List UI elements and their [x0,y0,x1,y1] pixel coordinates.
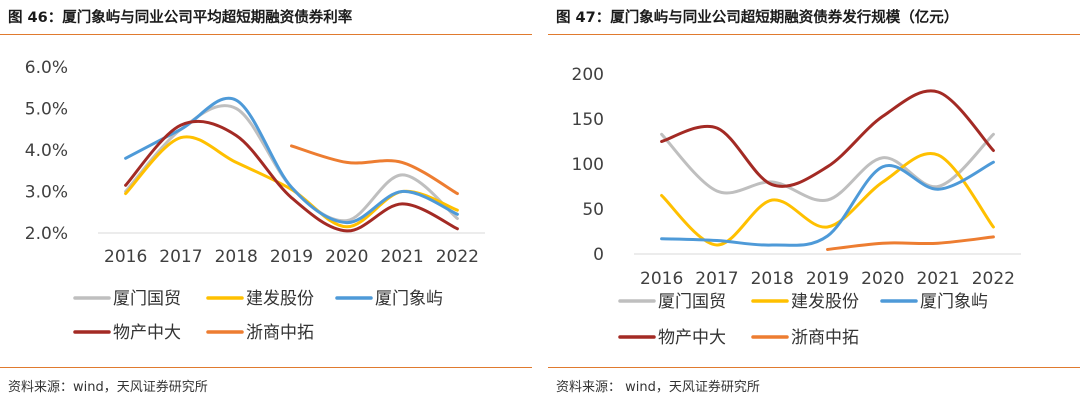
legend-label: 建发股份 [246,289,314,309]
y-tick-label: 50 [582,200,604,220]
x-tick-label: 2017 [159,247,202,267]
x-tick-label: 2022 [436,247,479,267]
source-note: 资料来源： wind，天风证券研究所 [556,380,760,395]
y-tick-label: 4.0% [25,141,68,161]
scale-line-chart: 0 50 100 150 200 2016 2017 2018 2019 2020 2021 2022… [572,65,1021,348]
y-tick-label: 150 [572,110,604,130]
series-line [660,152,995,247]
x-tick-label: 2016 [640,269,683,289]
rate-line-chart: 2.0% 3.0% 4.0% 5.0% 6.0% 2016 2017 2018 2019 2020… [25,58,485,343]
source-divider [0,367,532,368]
x-tick-label: 2021 [380,247,423,267]
legend-label: 厦门象屿 [920,292,988,312]
chart-panel-rate: 图 46：厦门象屿与同业公司平均超短期融资债券利率 2.0% 3.0% 4.0% 5.… [0,0,532,405]
x-tick-label: 2018 [215,247,258,267]
legend-label: 建发股份 [791,292,859,312]
y-tick-label: 200 [572,65,604,85]
x-tick-label: 2018 [751,269,794,289]
x-tick-label: 2016 [104,247,147,267]
legend-label: 厦门国贸 [113,289,181,309]
x-tick-label: 2019 [806,269,849,289]
legend-label: 物产中大 [113,323,181,343]
series-line [660,89,995,188]
x-tick-label: 2021 [916,269,959,289]
x-tick-label: 2022 [972,269,1015,289]
series-line [290,144,459,196]
y-tick-label: 0 [593,245,604,265]
legend-label: 厦门国贸 [658,292,726,312]
series-line [826,235,995,251]
y-tick-label: 5.0% [25,100,68,120]
title-divider [0,34,532,35]
series-line [124,120,459,233]
legend-label: 物产中大 [658,328,726,348]
legend-label: 厦门象屿 [375,289,443,309]
series-line [660,132,995,203]
source-note: 资料来源：wind，天风证券研究所 [8,380,208,395]
x-tick-label: 2017 [695,269,738,289]
series-line [124,96,459,225]
series-line [660,160,995,247]
y-tick-label: 3.0% [25,183,68,203]
y-tick-label: 100 [572,155,604,175]
source-divider [548,367,1080,368]
title-divider [548,34,1080,35]
chart-title: 图 46：厦门象屿与同业公司平均超短期融资债券利率 [8,10,353,26]
chart-panel-scale: 图 47：厦门象屿与同业公司超短期融资债券发行规模（亿元） 0 50 100 150 2… [548,0,1080,405]
x-tick-label: 2019 [270,247,313,267]
legend-label: 浙商中拓 [246,323,314,343]
x-tick-label: 2020 [861,269,904,289]
x-tick-label: 2020 [325,247,368,267]
chart-title: 图 47：厦门象屿与同业公司超短期融资债券发行规模（亿元） [556,10,959,26]
legend-label: 浙商中拓 [791,328,859,348]
y-tick-label: 6.0% [25,58,68,78]
y-tick-label: 2.0% [25,224,68,244]
series-line [124,135,459,229]
